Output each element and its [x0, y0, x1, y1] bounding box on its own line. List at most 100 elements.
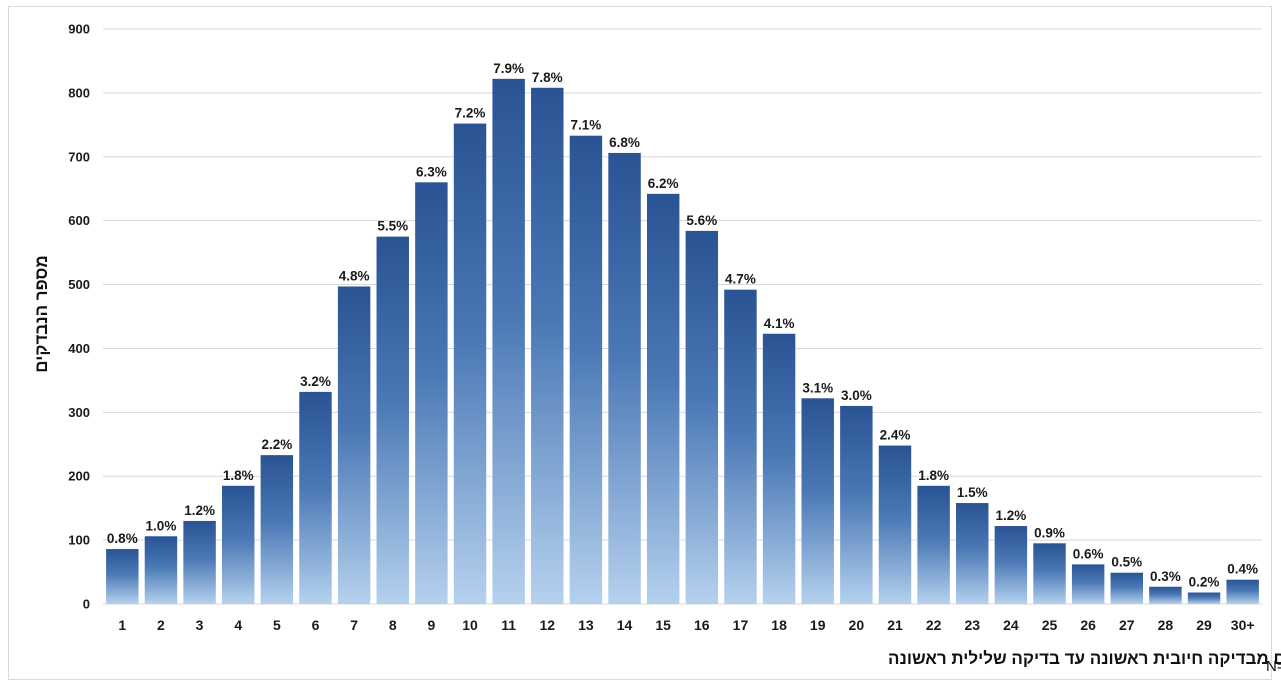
x-tick-label: 1	[118, 617, 126, 633]
data-label: 5.5%	[377, 219, 408, 234]
y-tick-label: 100	[68, 533, 90, 548]
data-label: 2.4%	[880, 428, 911, 443]
bar-10	[453, 123, 487, 605]
y-tick-label: 600	[68, 213, 90, 228]
bars	[106, 78, 1259, 605]
bar-4	[221, 485, 255, 604]
y-tick-label: 800	[68, 85, 90, 100]
data-label: 1.2%	[184, 503, 215, 518]
data-label: 3.1%	[802, 380, 833, 395]
x-tick-label: 7	[350, 617, 358, 633]
x-tick-label: 29	[1196, 617, 1212, 633]
data-label: 6.8%	[609, 135, 640, 150]
data-label: 6.2%	[648, 176, 679, 191]
y-tick-label: 0	[83, 597, 90, 612]
x-tick-label: 6	[312, 617, 320, 633]
bar-28	[1149, 586, 1182, 604]
data-label: 3.0%	[841, 388, 872, 403]
x-tick-label: 28	[1158, 617, 1174, 633]
bar-13	[569, 135, 603, 604]
data-label: 2.2%	[261, 437, 292, 452]
bar-16	[685, 230, 719, 604]
bar-15	[646, 193, 680, 605]
data-label: 6.3%	[416, 164, 447, 179]
x-axis-title: מספר ימים מבדיקה חיובית ראשונה עד בדיקה …	[888, 649, 1281, 668]
x-tick-label: 5	[273, 617, 281, 633]
y-axis-ticks: 0 100 200 300 400 500 600 700 800 900	[68, 22, 90, 612]
bar-5	[260, 455, 294, 604]
data-label: 0.8%	[107, 531, 138, 546]
data-label: 1.8%	[223, 468, 254, 483]
data-label: 7.1%	[571, 118, 602, 133]
data-label: 1.8%	[918, 468, 949, 483]
bar-9	[415, 182, 448, 605]
data-label: 0.2%	[1189, 575, 1220, 590]
y-axis-title: מספר הנבדקים	[32, 255, 51, 372]
bar-11	[492, 78, 525, 605]
x-tick-label: 8	[389, 617, 397, 633]
bar-29	[1187, 592, 1221, 604]
x-tick-label: 15	[655, 617, 671, 633]
x-tick-label: 11	[501, 617, 516, 633]
data-label: 1.5%	[957, 485, 988, 500]
data-label: 0.5%	[1111, 555, 1142, 570]
x-axis-ticks: 1 2 3 4 5 6 7 8 9 10 11 12 13 14 15 16 17 18 19 20 21 22 23 24 2…	[118, 617, 1254, 633]
bar-12	[531, 87, 564, 605]
x-tick-label: 3	[196, 617, 204, 633]
y-tick-label: 500	[68, 277, 90, 292]
data-label: 4.7%	[725, 272, 756, 287]
data-label: 0.3%	[1150, 569, 1181, 584]
bar-20	[840, 405, 873, 604]
y-tick-label: 700	[68, 149, 90, 164]
bar-25	[1033, 543, 1066, 604]
x-tick-label: 14	[617, 617, 633, 633]
x-tick-label: 24	[1003, 617, 1019, 633]
data-label: 0.6%	[1073, 546, 1104, 561]
bar-3	[183, 520, 216, 604]
bar-22	[917, 485, 950, 604]
bar-1	[106, 549, 139, 604]
x-tick-label: 21	[887, 617, 903, 633]
x-tick-label: 17	[733, 617, 749, 633]
data-labels: 0.8% 1.0% 1.2% 1.8% 2.2% 3.2% 4.8% 5.5% 6.3% 7.2%…	[107, 61, 1258, 590]
x-tick-label: 2	[157, 617, 165, 633]
x-tick-label: 20	[849, 617, 865, 633]
bar-18	[762, 333, 796, 604]
x-tick-label: 19	[810, 617, 826, 633]
data-label: 3.2%	[300, 374, 331, 389]
bar-30+	[1226, 579, 1259, 604]
x-tick-label: 10	[462, 617, 478, 633]
data-label: 7.2%	[455, 106, 486, 121]
data-label: 7.8%	[532, 70, 563, 85]
x-tick-label: 18	[771, 617, 787, 633]
data-label: 4.1%	[764, 316, 795, 331]
x-tick-label: 25	[1042, 617, 1058, 633]
bar-8	[376, 236, 409, 604]
bar-24	[994, 526, 1028, 604]
bar-7	[337, 286, 371, 604]
bar-17	[724, 289, 757, 604]
x-tick-label: 13	[578, 617, 594, 633]
data-label: 7.9%	[493, 61, 524, 76]
x-tick-label: 23	[964, 617, 980, 633]
bar-27	[1110, 572, 1144, 604]
y-tick-label: 300	[68, 405, 90, 420]
bar-2	[144, 536, 178, 604]
data-label: 1.0%	[146, 518, 177, 533]
data-label: 1.2%	[995, 508, 1026, 523]
y-tick-label: 900	[68, 22, 90, 37]
data-label: 4.8%	[339, 268, 370, 283]
x-tick-label: 9	[427, 617, 435, 633]
data-label: 5.6%	[686, 213, 717, 228]
data-label: 0.4%	[1227, 562, 1258, 577]
x-tick-label: 30+	[1231, 617, 1255, 633]
data-label: 0.9%	[1034, 525, 1065, 540]
y-tick-label: 200	[68, 469, 90, 484]
bar-14	[608, 152, 641, 604]
bar-19	[801, 398, 834, 604]
bar-26	[1071, 564, 1105, 604]
x-tick-label: 27	[1119, 617, 1135, 633]
x-tick-label: 4	[234, 617, 242, 633]
x-tick-label: 12	[539, 617, 555, 633]
